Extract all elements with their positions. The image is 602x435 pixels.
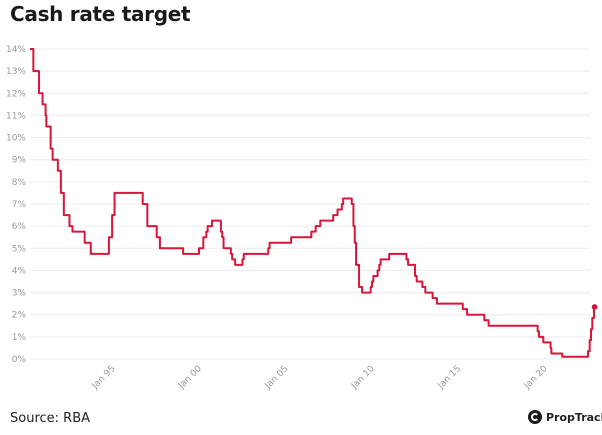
x-tick-label: Jan 95 [90,364,118,392]
x-axis-ticks: Jan 95 Jan 00 Jan 05 Jan 10 Jan 15 Jan 20 [90,364,550,392]
y-tick-label: 11% [6,111,26,121]
x-tick-label: Jan 15 [436,364,464,392]
brand-name: PropTrack [546,410,602,424]
y-tick-label: 5% [12,244,27,254]
x-tick-label: Jan 20 [522,364,550,392]
y-tick-label: 14% [6,45,26,55]
y-tick-label: 12% [6,89,26,99]
x-tick-label: Jan 00 [176,364,204,392]
x-tick-label: Jan 05 [263,364,291,392]
y-tick-label: 0% [12,355,27,365]
y-tick-label: 4% [12,266,27,276]
brand-logo: PropTrack [528,410,602,424]
x-tick-label: Jan 10 [349,364,377,392]
series-end-marker [591,304,598,310]
y-tick-label: 10% [6,134,26,144]
proptrack-icon [528,410,542,424]
series-line [30,48,595,358]
y-tick-label: 13% [6,67,26,77]
y-tick-label: 8% [12,178,27,188]
y-tick-label: 7% [12,200,27,210]
y-axis-ticks: 0% 1% 2% 3% 4% 5% 6% 7% 8% 9% 10% 11% 12% 13% 14% [6,45,26,365]
source-note: Source: RBA [10,411,91,426]
chart-title: Cash rate target [10,2,191,26]
y-tick-label: 3% [12,289,27,299]
y-tick-label: 9% [12,156,27,166]
chart-area: 0% 1% 2% 3% 4% 5% 6% 7% 8% 9% 10% 11% 12% 13% 14% Jan … [6,45,598,392]
y-tick-label: 1% [12,333,27,343]
y-tick-label: 6% [12,222,27,232]
y-tick-label: 2% [12,311,27,321]
gridlines [30,48,590,360]
